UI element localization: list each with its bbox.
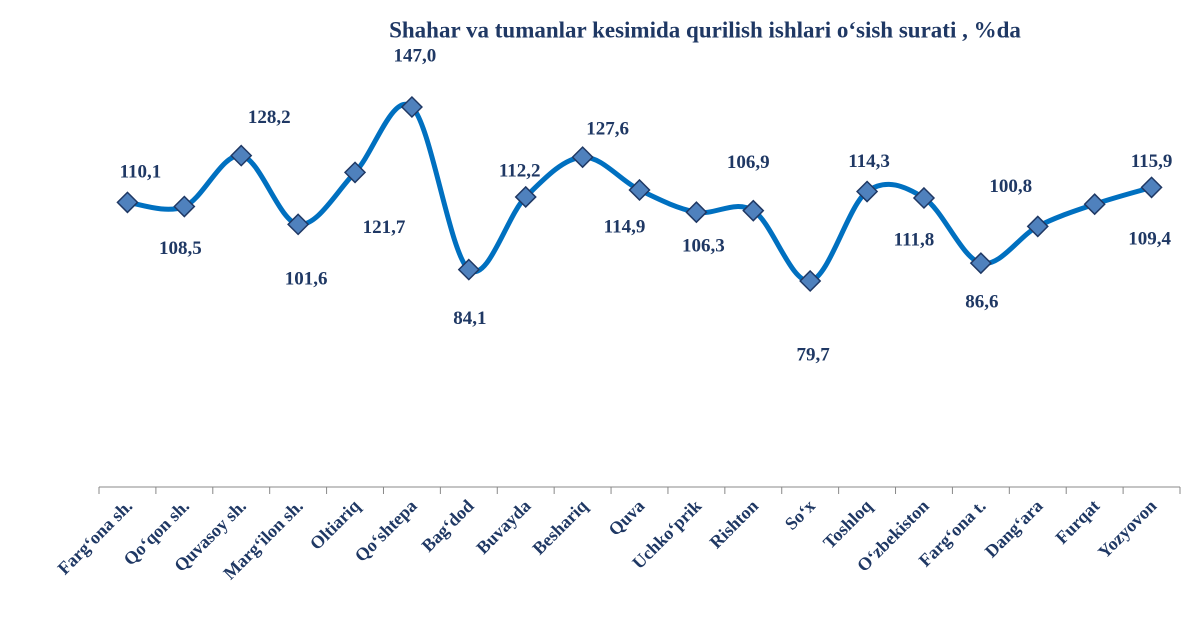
data-label: 114,9 [604, 216, 646, 237]
data-label: 86,6 [965, 291, 998, 312]
marker [400, 95, 423, 119]
marker [1140, 176, 1163, 199]
marker [912, 186, 936, 210]
marker [230, 144, 253, 167]
data-label: 115,9 [1131, 151, 1173, 172]
x-tick-label: Buvayda [472, 496, 534, 558]
data-label: 114,3 [848, 151, 890, 172]
x-tick-label: Rishton [706, 496, 763, 553]
data-label: 147,0 [394, 45, 437, 66]
marker [969, 252, 992, 275]
data-label: 79,7 [797, 344, 831, 365]
marker [1026, 215, 1049, 238]
marker [173, 195, 196, 218]
data-label: 128,2 [248, 107, 291, 128]
data-label: 106,3 [682, 236, 725, 257]
marker [628, 178, 651, 202]
x-tick-label: So‘x [781, 496, 819, 534]
data-label: 109,4 [1128, 229, 1171, 250]
data-label: 112,2 [499, 160, 541, 181]
data-label: 121,7 [363, 217, 406, 238]
marker [116, 191, 139, 214]
marker [685, 201, 708, 224]
marker [742, 199, 765, 222]
data-label: 108,5 [159, 238, 202, 259]
marker [457, 258, 480, 281]
marker [799, 269, 822, 293]
marker [343, 161, 367, 184]
chart-title: Shahar va tumanlar kesimida qurilish ish… [389, 17, 1021, 42]
x-tick-label: Toshloq [819, 496, 876, 553]
data-label: 106,9 [727, 152, 770, 173]
marker [287, 213, 310, 236]
x-tick-label: Beshariq [528, 496, 591, 559]
x-tick-label: Bag‘dod [418, 496, 478, 556]
x-tick-label: Quva [604, 496, 648, 540]
marker [514, 185, 537, 209]
data-label: 100,8 [989, 176, 1032, 197]
data-label: 111,8 [894, 229, 935, 250]
data-label: 101,6 [285, 269, 328, 290]
marker [1083, 193, 1106, 216]
x-tick-label: Yozyovon [1094, 496, 1160, 562]
x-tick-label: Oltiariq [306, 496, 364, 554]
marker [571, 146, 594, 169]
data-label: 127,6 [586, 119, 629, 140]
data-label: 110,1 [120, 162, 162, 183]
marker [856, 180, 879, 203]
x-tick-label: Furqat [1051, 496, 1103, 548]
x-tick-label: Qo‘shtepa [351, 496, 421, 566]
x-tick-label: Farg‘ona sh. [54, 496, 137, 579]
data-label: 84,1 [453, 308, 486, 329]
x-tick-label: Dang‘ara [981, 496, 1047, 562]
